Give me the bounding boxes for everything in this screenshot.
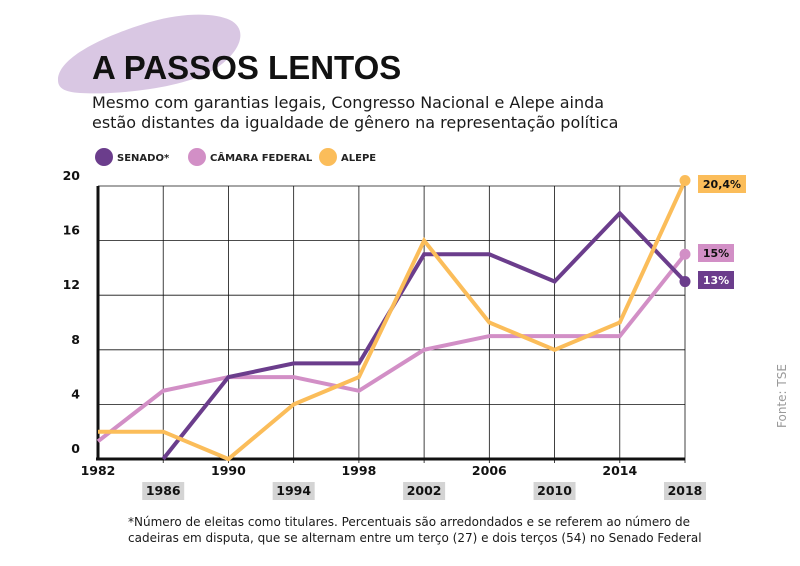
x-tick-highlight	[142, 482, 185, 500]
x-tick-label: 2014	[602, 463, 637, 478]
y-tick-label: 16	[63, 223, 81, 238]
x-tick-label: 2006	[472, 463, 507, 478]
end-label-box-camara	[698, 244, 734, 262]
legend-marker-camara	[188, 148, 206, 166]
y-tick-label: 20	[63, 168, 81, 183]
source-label: Fonte: TSE	[775, 364, 789, 428]
chart-subtitle-line-1: Mesmo com garantias legais, Congresso Na…	[92, 93, 604, 112]
plot-area: 0 4 8 12 16 20 1982 1986 1990 1994 1998 2002 2006 201…	[63, 168, 746, 500]
x-tick-label: 2010	[537, 483, 572, 498]
series-line-alepe	[98, 179, 687, 462]
y-tick-label: 12	[63, 277, 80, 292]
legend-label-camara: CÂMARA FEDERAL	[210, 151, 313, 164]
series-line-senado	[161, 210, 687, 461]
x-tick-label: 1986	[146, 483, 181, 498]
y-tick-label: 4	[71, 386, 80, 401]
series-line-camara	[96, 253, 687, 443]
legend: SENADO* CÂMARA FEDERAL ALEPE	[95, 148, 376, 166]
footnote-line-2: cadeiras em disputa, que se alternam ent…	[128, 531, 702, 545]
legend-marker-senado	[95, 148, 113, 166]
x-tick-highlight	[533, 482, 576, 500]
x-tick-label: 2002	[407, 483, 442, 498]
series-endpoint-senado	[679, 276, 691, 288]
chart-title: A PASSOS LENTOS	[92, 49, 401, 86]
series-endpoint-camara	[679, 248, 691, 260]
legend-label-senado: SENADO*	[117, 153, 170, 164]
y-tick-label: 8	[71, 332, 80, 347]
x-tick-label: 1998	[341, 463, 376, 478]
end-label-box-alepe	[698, 175, 746, 193]
x-tick-highlight	[272, 482, 315, 500]
end-label-camara: 15%	[703, 247, 729, 260]
chart-subtitle-line-2: estão distantes da igualdade de gênero n…	[92, 113, 618, 132]
legend-label-alepe: ALEPE	[341, 153, 376, 164]
x-tick-label: 1994	[276, 483, 311, 498]
x-tick-highlight	[403, 482, 446, 500]
title-highlight-shape	[58, 14, 241, 94]
y-tick-label: 0	[71, 441, 80, 456]
x-tick-highlight	[664, 482, 706, 500]
end-label-alepe: 20,4%	[703, 178, 741, 191]
legend-marker-alepe	[319, 148, 337, 166]
footnote-line-1: *Número de eleitas como titulares. Perce…	[128, 515, 690, 529]
x-tick-label: 1990	[211, 463, 246, 478]
series-endpoint-alepe	[679, 175, 691, 187]
end-label-box-senado	[698, 271, 734, 289]
x-tick-label: 1982	[81, 463, 116, 478]
x-tick-label: 2018	[668, 483, 703, 498]
end-label-senado: 13%	[703, 274, 729, 287]
